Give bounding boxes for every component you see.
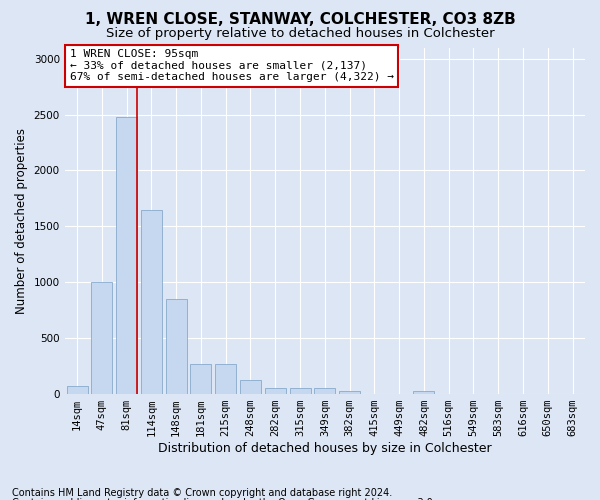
Bar (91, 282, 112, 394)
Y-axis label: Number of detached properties: Number of detached properties (15, 128, 28, 314)
Bar (413, 390, 434, 394)
Bar (314, 388, 335, 394)
Text: 1 WREN CLOSE: 95sqm
← 33% of detached houses are smaller (2,137)
67% of semi-det: 1 WREN CLOSE: 95sqm ← 33% of detached ho… (70, 49, 394, 82)
Bar (166, 299, 187, 394)
Text: Size of property relative to detached houses in Colchester: Size of property relative to detached ho… (106, 28, 494, 40)
Bar (141, 210, 162, 394)
Bar (265, 388, 286, 394)
Bar (339, 390, 360, 394)
Bar (116, 117, 137, 394)
Text: Contains HM Land Registry data © Crown copyright and database right 2024.: Contains HM Land Registry data © Crown c… (12, 488, 392, 498)
Bar (240, 380, 261, 394)
Text: Contains public sector information licensed under the Open Government Licence v3: Contains public sector information licen… (12, 498, 436, 500)
Bar (290, 388, 311, 394)
Bar (190, 364, 211, 394)
X-axis label: Distribution of detached houses by size in Colchester: Distribution of detached houses by size … (158, 442, 491, 455)
Bar (67, 386, 88, 394)
Bar (215, 364, 236, 394)
Text: 1, WREN CLOSE, STANWAY, COLCHESTER, CO3 8ZB: 1, WREN CLOSE, STANWAY, COLCHESTER, CO3 … (85, 12, 515, 28)
